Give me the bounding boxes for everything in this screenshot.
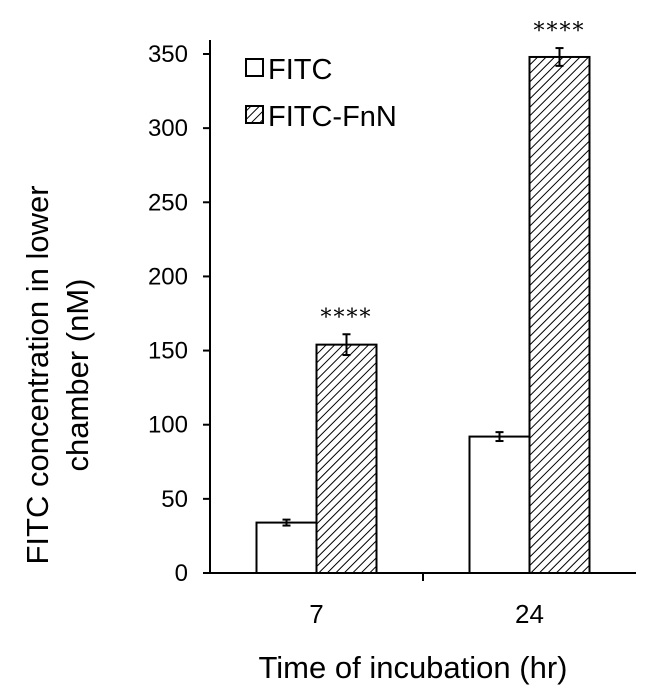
y-tick-label: 200 — [148, 263, 188, 290]
y-tick-label: 150 — [148, 338, 188, 365]
legend-swatch-fitc — [245, 58, 264, 77]
legend-label-fitc: FITC — [268, 54, 332, 86]
legend-swatch-fitc-fnn — [245, 105, 264, 124]
y-tick-label: 50 — [161, 486, 188, 513]
y-tick-label: 300 — [148, 115, 188, 142]
plot-area: 0 50 100 150 200 250 300 350 7 **** 24 **** — [148, 19, 636, 629]
y-axis-title-line-1: FITC concentration in lower — [20, 185, 55, 564]
significance-label: **** — [321, 305, 373, 330]
bar-fitc-fnn-24 — [528, 55, 591, 575]
y-tick-label: 250 — [148, 189, 188, 216]
legend-label-fitc-fnn: FITC-FnN — [268, 101, 397, 133]
significance-label: **** — [534, 19, 586, 44]
x-tick-label: 7 — [309, 599, 323, 629]
y-tick-label: 350 — [148, 41, 188, 68]
x-tick-label: 24 — [515, 599, 544, 629]
y-tick-label: 0 — [175, 560, 188, 587]
legend: FITC FITC-FnN — [245, 54, 397, 133]
bar-fitc-fnn-7 — [315, 343, 378, 575]
x-axis-title: Time of incubation (hr) — [259, 650, 568, 685]
bar-fitc-24 — [468, 435, 531, 574]
y-axis-title-line-2: chamber (nM) — [60, 279, 95, 472]
bar-fitc-7 — [255, 521, 318, 575]
y-tick-label: 100 — [148, 412, 188, 439]
